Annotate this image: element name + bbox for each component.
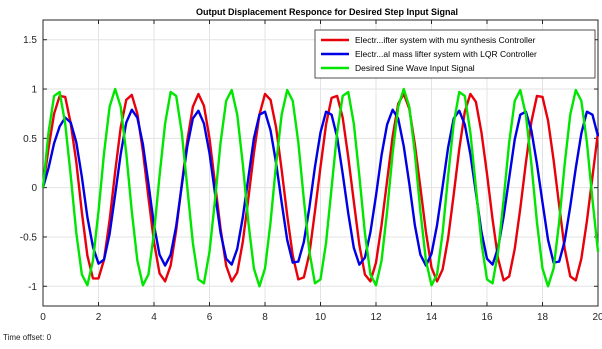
x-tick-label: 6 xyxy=(207,312,213,323)
y-tick-label: 1 xyxy=(31,85,37,96)
time-offset-label: Time offset: 0 xyxy=(3,333,52,342)
legend: Electr...ifter system with mu synthesis … xyxy=(314,29,596,79)
chart-canvas: Output Displacement Responce for Desired… xyxy=(20,7,602,323)
x-tick-label: 2 xyxy=(96,312,102,323)
series-lines xyxy=(41,87,600,288)
x-tick-label: 20 xyxy=(592,312,602,323)
x-tick-label: 16 xyxy=(481,312,493,323)
chart-title: Output Displacement Responce for Desired… xyxy=(196,7,458,17)
x-tick-label: 14 xyxy=(426,312,438,323)
x-tick-label: 0 xyxy=(40,312,46,323)
y-tick-label: 0.5 xyxy=(23,134,37,145)
x-tick-label: 10 xyxy=(315,312,327,323)
x-tick-label: 8 xyxy=(262,312,268,323)
series-line-1 xyxy=(41,92,600,283)
x-tick-label: 12 xyxy=(370,312,382,323)
series-line-3 xyxy=(41,87,600,288)
legend-box xyxy=(314,29,596,79)
y-tick-label: 1.5 xyxy=(23,35,37,46)
series-line-2 xyxy=(41,108,600,267)
legend-label: Electr...al mass lifter system with LQR … xyxy=(355,49,537,59)
legend-label: Desired Sine Wave Input Signal xyxy=(355,63,475,73)
legend-label: Electr...ifter system with mu synthesis … xyxy=(355,35,536,45)
x-tick-label: 18 xyxy=(537,312,549,323)
x-axis: 0 2 4 6 8 10 12 14 16 18 20 xyxy=(40,20,602,323)
y-axis: -1 -0.5 0 0.5 1 1.5 xyxy=(20,35,598,293)
y-tick-label: -0.5 xyxy=(20,232,38,243)
y-tick-label: -1 xyxy=(28,282,37,293)
x-tick-label: 4 xyxy=(151,312,157,323)
y-tick-label: 0 xyxy=(31,183,37,194)
